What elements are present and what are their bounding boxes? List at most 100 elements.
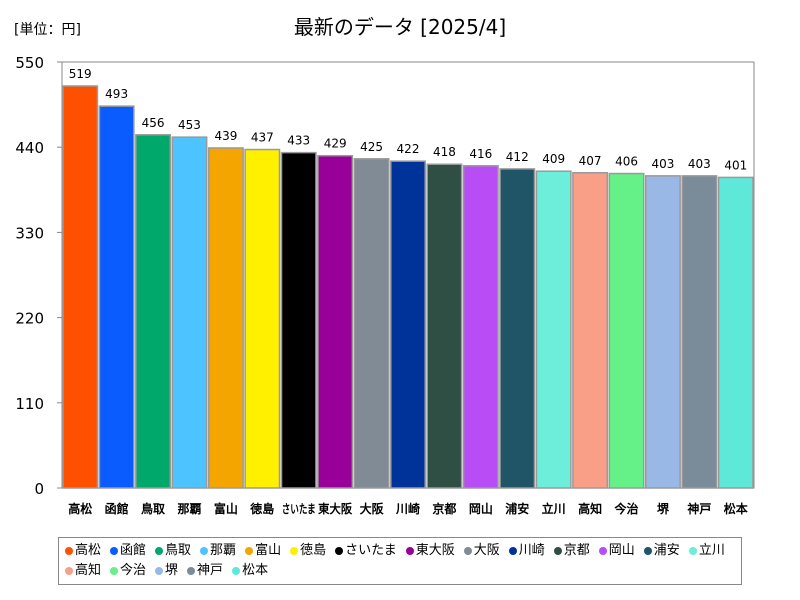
x-axis: 高松 函館 鳥取 那覇 富山 徳島 さいたま 東大阪 大阪 川崎 京都 岡山 浦安 立川 高知 今治 堺 神戸 松本: [68, 501, 748, 516]
x-tick-label: 鳥取: [141, 501, 165, 516]
data-label-box: [503, 147, 532, 164]
data-label: 453: [178, 118, 201, 132]
x-tick-label: 京都: [432, 501, 456, 516]
x-tick-label: 立川: [542, 501, 566, 516]
bar: [317, 154, 354, 489]
data-label: 439: [214, 129, 237, 143]
x-tick-label: 浦安: [505, 501, 529, 516]
bar: [681, 175, 718, 489]
bar: [280, 151, 317, 489]
bar: [171, 136, 208, 489]
data-label: 456: [142, 116, 165, 130]
x-tick-label: 堺: [657, 501, 670, 516]
data-label-box: [211, 126, 240, 143]
data-label-box: [321, 134, 350, 151]
y-tick-label: 220: [15, 310, 44, 328]
data-label: 406: [615, 155, 638, 169]
bar: [426, 163, 463, 489]
x-tick-label: 神戸: [687, 501, 711, 516]
data-label-box: [612, 152, 641, 169]
data-label: 412: [506, 150, 529, 164]
legend-label: 岡山: [608, 543, 635, 558]
legend-swatch: [200, 547, 209, 555]
legend-swatch: [187, 567, 196, 575]
unit-label: [単位：円]: [14, 22, 81, 38]
data-label-box: [102, 85, 131, 102]
legend-item: 堺: [155, 561, 178, 581]
legend-swatch: [245, 547, 254, 555]
legend-item: さいたま: [335, 541, 397, 561]
legend-swatch: [553, 547, 562, 555]
legend-swatch: [463, 547, 472, 555]
bar: [499, 168, 536, 489]
value-labels-group: 519 493 456 453 439 437 433 429 425 422 418 416 412 4…: [66, 65, 750, 173]
legend-item: 川崎: [508, 541, 545, 561]
data-label: 433: [287, 134, 310, 148]
data-label-box: [66, 65, 95, 82]
legend-swatch: [65, 547, 73, 555]
legend-item: 高知: [65, 561, 101, 581]
legend-swatch: [335, 547, 344, 555]
data-label-box: [175, 116, 204, 133]
bar: [98, 105, 135, 489]
x-tick-label: 川崎: [395, 501, 420, 516]
data-label-box: [430, 143, 459, 160]
legend-label: 函館: [120, 543, 147, 558]
bar: [62, 85, 99, 489]
x-tick-label: 那覇: [177, 502, 201, 516]
x-tick-label: 今治: [614, 501, 639, 516]
legend-item: 京都: [553, 541, 590, 561]
legend-swatch: [405, 547, 414, 555]
legend-swatch: [508, 547, 517, 555]
y-tick-label: 440: [15, 139, 44, 157]
data-label-box: [139, 113, 168, 130]
data-label: 418: [433, 145, 456, 159]
x-tick-label: 高知: [578, 501, 602, 516]
x-tick-label: 松本: [724, 501, 748, 516]
legend-swatch: [290, 547, 299, 555]
legend-swatch: [688, 547, 697, 555]
legend-item: 那覇: [200, 541, 236, 561]
legend-item: 浦安: [643, 541, 680, 561]
legend-swatch: [65, 567, 73, 575]
data-label-box: [357, 137, 386, 154]
x-tick-label: 大阪: [360, 501, 385, 516]
legend-item: 高松: [65, 541, 101, 561]
legend-label: さいたま: [345, 543, 397, 558]
legend-label: 那覇: [210, 543, 237, 558]
y-tick-label: 330: [15, 224, 44, 242]
legend-item: 東大阪: [405, 541, 455, 561]
legend-label: 鳥取: [165, 543, 192, 558]
legend-label: 東大阪: [415, 543, 455, 558]
legend-label: 松本: [242, 563, 269, 578]
data-label-box: [539, 150, 568, 167]
legend-item: 大阪: [463, 541, 500, 561]
legend-label: 大阪: [473, 543, 500, 558]
x-tick-label: さいたま: [282, 502, 316, 516]
legend-swatch: [643, 547, 652, 555]
legend-item: 神戸: [187, 561, 223, 581]
data-label-box: [394, 140, 422, 157]
data-label-box: [685, 154, 714, 171]
bar: [644, 175, 681, 489]
legend-label: 富山: [255, 543, 282, 558]
legend-item: 函館: [110, 541, 146, 561]
y-axis: 0 110 220 330 440 550: [15, 54, 62, 498]
legend-item: 立川: [688, 541, 725, 561]
data-label-box: [466, 144, 495, 161]
legend-item: 松本: [232, 561, 268, 581]
bar: [207, 147, 244, 489]
y-tick-label: 110: [15, 395, 44, 413]
data-label: 422: [397, 142, 420, 156]
data-label-box: [648, 154, 677, 171]
data-label-box: [576, 151, 605, 168]
data-label: 519: [69, 67, 92, 81]
x-tick-label: 岡山: [469, 501, 493, 516]
legend-label: 神戸: [197, 563, 224, 578]
legend-swatch: [598, 547, 607, 555]
bar: [608, 172, 645, 489]
bar: [535, 170, 572, 489]
bar: [717, 176, 754, 489]
legend: 高松 函館 鳥取 那覇 富山 徳島 さいたま 東大阪 大阪 川崎 京都 岡山 浦安 立川 高知 今治 堺 神戸 松本: [58, 537, 742, 585]
bar: [572, 172, 609, 489]
